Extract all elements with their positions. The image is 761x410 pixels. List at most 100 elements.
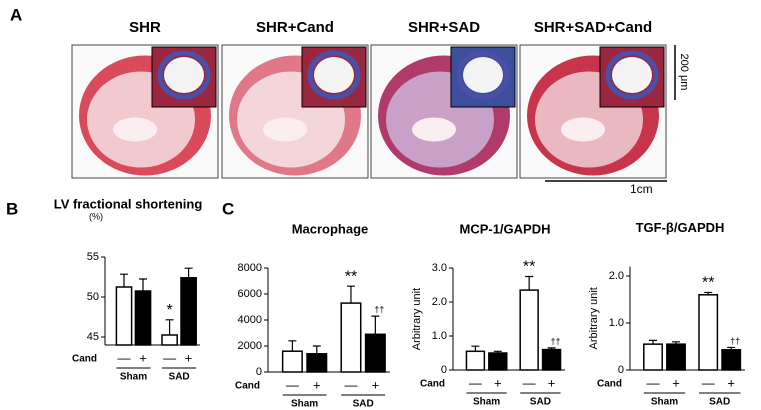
- y-axis-label: Arbitrary unit: [411, 288, 423, 350]
- y-tick-label: 50: [87, 291, 99, 303]
- error-bar: [139, 278, 147, 291]
- bar: [488, 352, 508, 371]
- x-axis-label: Cand: [72, 354, 97, 365]
- y-tick-label: 1.0: [609, 317, 624, 329]
- image-title: SHR+SAD: [408, 19, 480, 36]
- error-bar: [547, 347, 556, 350]
- y-tick-label: 0: [256, 366, 262, 378]
- group-label: Sham: [473, 397, 500, 408]
- y-tick-label: 2.0: [609, 270, 624, 282]
- group-label: SAD: [709, 397, 730, 408]
- y-tick-label: 2000: [238, 340, 262, 352]
- bar: [666, 343, 686, 371]
- image-title: SHR: [129, 19, 161, 36]
- chart-title: TGF-β/GAPDH: [636, 220, 725, 235]
- x-tick-label: +: [672, 375, 680, 390]
- x-tick-label: —: [469, 375, 482, 390]
- error-bar: [346, 285, 355, 304]
- error-bar: [493, 350, 502, 353]
- x-tick-label: —: [702, 375, 715, 390]
- group-label: SAD: [169, 372, 190, 383]
- significance: **: [523, 259, 535, 276]
- bar: [698, 294, 719, 371]
- vessel-lumen: [463, 57, 503, 93]
- bar: [340, 302, 362, 373]
- bar: [643, 343, 663, 371]
- chart-title: Macrophage: [292, 221, 369, 236]
- x-tick-label: —: [647, 375, 660, 390]
- group-label: SAD: [530, 397, 551, 408]
- chart-title: LV fractional shortening: [54, 196, 203, 211]
- vessel-lumen: [612, 57, 652, 93]
- y-tick-label: 4000: [238, 314, 262, 326]
- group-label: Sham: [651, 397, 678, 408]
- error-bar: [371, 315, 380, 335]
- significance: ††: [374, 304, 384, 314]
- x-tick-label: +: [372, 377, 380, 392]
- y-tick-label: 1.0: [432, 330, 447, 342]
- bar: [541, 348, 562, 371]
- y-tick-label: 0: [441, 364, 447, 376]
- vessel: [605, 50, 659, 100]
- y-tick-label: 55: [87, 251, 99, 263]
- group-label: Sham: [120, 372, 147, 383]
- bar: [134, 290, 152, 346]
- bar: [306, 353, 328, 373]
- bar: [721, 349, 742, 371]
- significance: *: [166, 302, 172, 319]
- scale-label: 200 μm: [678, 54, 690, 91]
- x-axis-label: Cand: [235, 381, 260, 392]
- error-bar: [184, 267, 193, 278]
- x-tick-label: +: [139, 350, 147, 365]
- x-tick-label: +: [548, 375, 556, 390]
- y-tick-label: 6000: [238, 288, 262, 300]
- x-tick-label: +: [494, 375, 502, 390]
- y-axis-label: Arbitrary unit: [588, 287, 600, 349]
- x-tick-label: —: [344, 377, 357, 392]
- lumen: [113, 117, 157, 142]
- error-bar: [525, 275, 534, 291]
- panel-label: B: [6, 199, 18, 218]
- y-tick-label: 3.0: [432, 262, 447, 274]
- y-tick-label: 0: [618, 364, 624, 376]
- x-tick-label: —: [163, 350, 176, 365]
- scale-label: 1cm: [630, 182, 653, 196]
- bar: [281, 350, 303, 373]
- significance: **: [345, 268, 357, 285]
- group-label: Sham: [291, 399, 318, 410]
- panel-label: A: [10, 5, 22, 24]
- x-axis-label: Cand: [597, 379, 622, 390]
- vessel-lumen: [314, 57, 354, 93]
- error-bar: [672, 341, 680, 345]
- error-bar: [120, 273, 128, 287]
- vessel: [456, 50, 510, 100]
- bar: [161, 334, 178, 346]
- bar: [115, 286, 133, 346]
- image-title: SHR+SAD+Cand: [534, 19, 652, 36]
- vessel-lumen: [164, 57, 204, 93]
- x-tick-label: +: [313, 377, 321, 392]
- significance: ††: [730, 336, 740, 346]
- y-tick-label: 2.0: [432, 296, 447, 308]
- vessel: [157, 50, 211, 100]
- panel-label: C: [222, 199, 234, 218]
- x-axis-label: Cand: [420, 379, 445, 390]
- bar: [180, 277, 197, 346]
- error-bar: [704, 291, 713, 295]
- x-tick-label: —: [118, 350, 131, 365]
- significance: **: [702, 275, 714, 292]
- bar: [364, 333, 386, 373]
- x-tick-label: +: [185, 350, 193, 365]
- error-bar: [312, 345, 321, 354]
- error-bar: [288, 340, 297, 352]
- error-bar: [727, 346, 736, 350]
- significance: ††: [551, 336, 561, 346]
- lumen: [561, 117, 605, 142]
- y-tick-label: 8000: [238, 262, 262, 274]
- error-bar: [165, 319, 174, 335]
- vessel: [307, 50, 361, 100]
- bar: [519, 289, 539, 371]
- lumen: [412, 117, 456, 142]
- bar: [465, 350, 486, 371]
